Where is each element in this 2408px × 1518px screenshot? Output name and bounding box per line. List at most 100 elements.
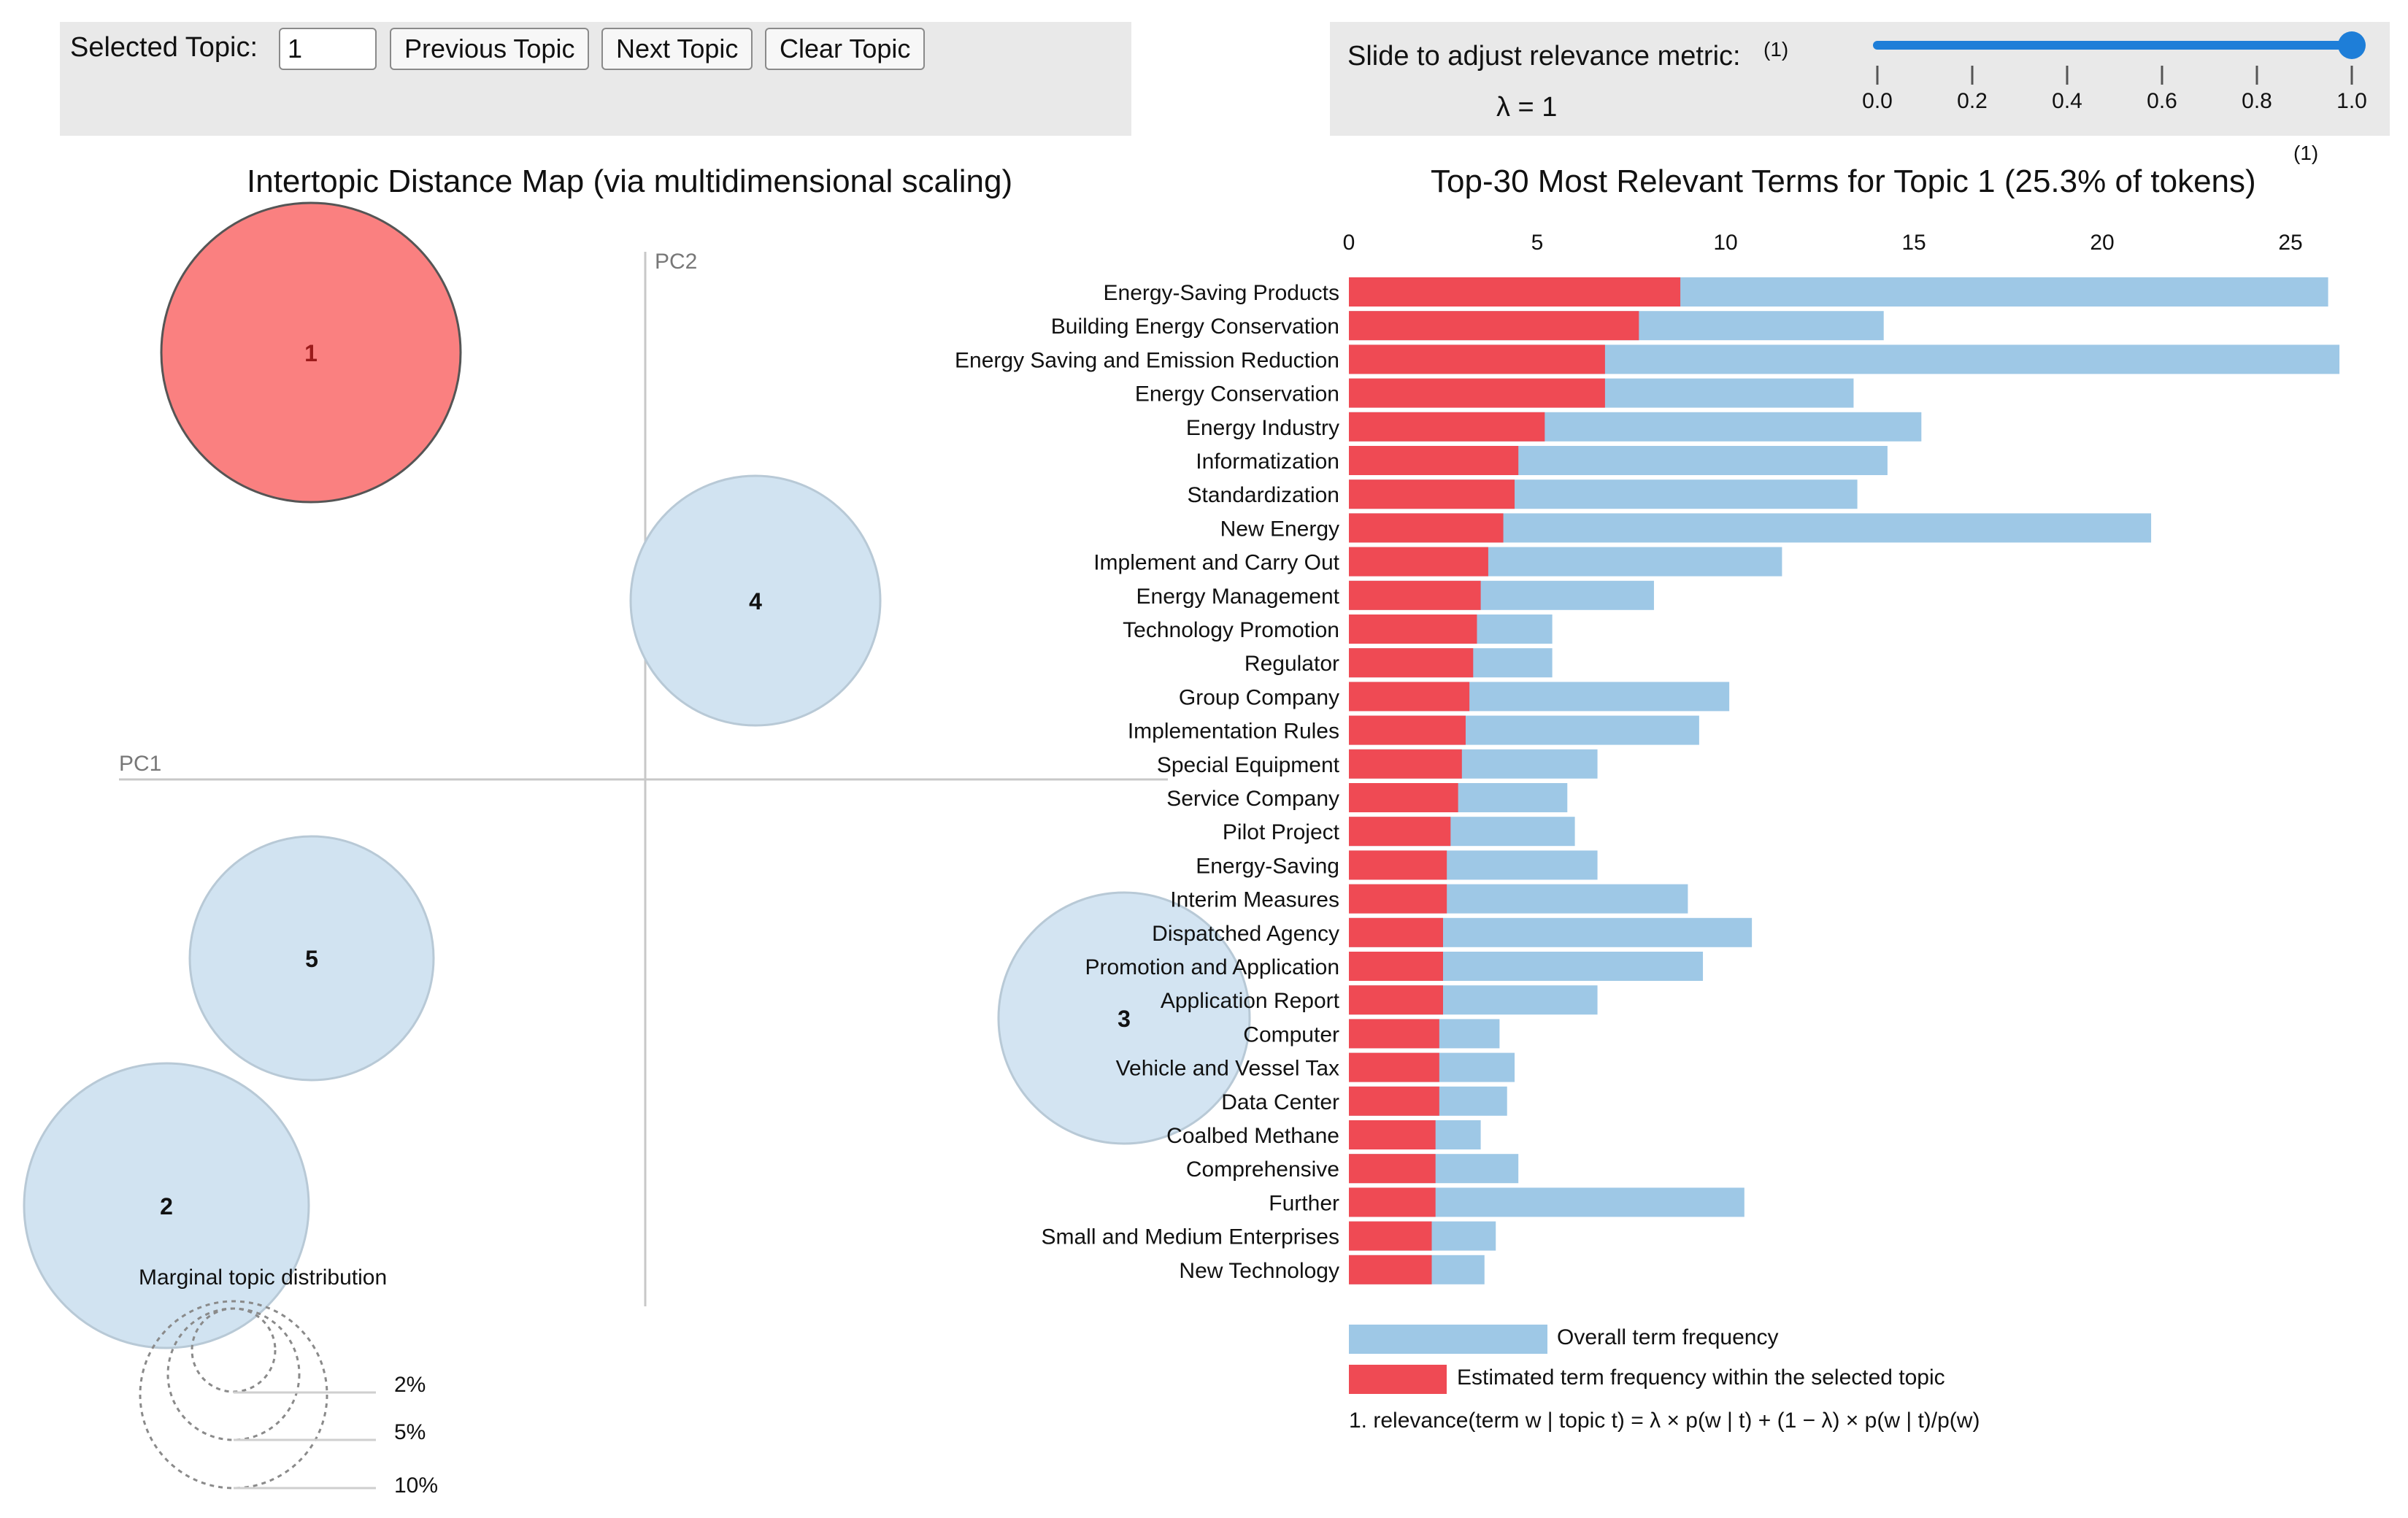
term-label[interactable]: Small and Medium Enterprises [1041,1225,1339,1249]
topic-bar[interactable] [1349,850,1447,880]
term-label[interactable]: Dispatched Agency [1152,922,1339,946]
topic-bar[interactable] [1349,783,1458,812]
topic-frequency-bars [1349,277,1681,1284]
bar-title-footnote-mark: (1) [2293,142,2319,164]
relevance-footnote-mark: (1) [1763,38,1789,61]
term-label[interactable]: Group Company [1179,685,1339,709]
topic-bar[interactable] [1349,817,1451,847]
selected-topic-label: Selected Topic: [70,32,258,63]
term-label[interactable]: Further [1269,1191,1339,1215]
term-label[interactable]: Regulator [1245,652,1339,676]
relevance-slider-label: Slide to adjust relevance metric: [1347,41,1741,72]
next-topic-button[interactable]: Next Topic [601,28,753,70]
topic-bar[interactable] [1349,378,1605,408]
topic-circle-2[interactable]: 2 [23,1062,310,1349]
term-label[interactable]: New Energy [1220,517,1339,541]
slider-tick-label: 0.8 [2242,89,2272,113]
topic-bar[interactable] [1349,1154,1436,1184]
term-label[interactable]: New Technology [1179,1259,1339,1283]
topic-bar[interactable] [1349,412,1545,442]
marginal-distribution-title: Marginal topic distribution [139,1265,387,1290]
x-tick-label: 15 [1901,231,1926,255]
x-tick-label: 10 [1713,231,1737,255]
topic-bar[interactable] [1349,580,1481,610]
topic-bar[interactable] [1349,682,1470,712]
term-label[interactable]: Informatization [1196,450,1339,474]
term-label[interactable]: Energy Conservation [1135,382,1339,407]
topic-bar[interactable] [1349,1019,1439,1049]
term-label[interactable]: Pilot Project [1223,820,1340,844]
term-label[interactable]: Data Center [1221,1090,1339,1114]
term-label[interactable]: Service Company [1166,787,1339,811]
topic-bar[interactable] [1349,344,1605,374]
topic-bar[interactable] [1349,952,1443,981]
topic-bar[interactable] [1349,446,1519,475]
topic-bar[interactable] [1349,749,1462,779]
x-tick-label: 5 [1531,231,1544,255]
topic-bar[interactable] [1349,1052,1439,1082]
topic-circle-4[interactable]: 4 [629,474,882,727]
term-label[interactable]: Energy-Saving [1196,854,1339,878]
term-label[interactable]: Building Energy Conservation [1051,315,1339,339]
term-label[interactable]: Special Equipment [1157,753,1340,777]
slider-thumb[interactable] [2338,31,2366,59]
term-label[interactable]: Standardization [1188,483,1339,507]
topic-circle-5-label: 5 [305,946,318,972]
x-axis-ticks: 0 5 10 15 20 25 [1343,231,2303,255]
term-label[interactable]: Energy Industry [1186,416,1339,440]
marginal-label-2pct: 2% [394,1373,426,1397]
previous-topic-button[interactable]: Previous Topic [390,28,590,70]
lambda-value-text: λ = 1 [1496,92,1558,123]
topic-bar[interactable] [1349,1187,1436,1217]
legend-topic-swatch [1349,1365,1447,1394]
topic-bar[interactable] [1349,985,1443,1015]
slider-tick-label: 0.0 [1862,89,1893,113]
topic-circle-3-label: 3 [1118,1006,1131,1032]
topic-bar[interactable] [1349,884,1447,914]
topic-bar[interactable] [1349,715,1466,745]
topic-circle-3[interactable]: 3 [997,891,1251,1145]
topic-control-panel: Selected Topic: Previous Topic Next Topi… [60,22,1131,136]
marginal-label-10pct: 10% [394,1473,438,1498]
topic-bar[interactable] [1349,1255,1432,1284]
marginal-circle-10pct [139,1300,328,1490]
term-label[interactable]: Promotion and Application [1085,955,1339,979]
topic-bar[interactable] [1349,614,1477,644]
topic-circle-1-selected[interactable]: 1 [160,201,462,504]
relevance-formula-footnote: 1. relevance(term w | topic t) = λ × p(w… [1349,1409,1980,1433]
term-label[interactable]: Vehicle and Vessel Tax [1116,1057,1339,1081]
term-label[interactable]: Computer [1243,1022,1339,1047]
topic-bar[interactable] [1349,1221,1432,1251]
topic-circle-5[interactable]: 5 [188,835,435,1082]
lambda-slider[interactable]: 0.0 0.2 0.4 0.6 0.8 1.0 [0,0,2408,146]
term-label[interactable]: Coalbed Methane [1166,1124,1339,1148]
term-label[interactable]: Application Report [1161,989,1340,1013]
slider-tick-label: 1.0 [2336,89,2367,113]
topic-bar[interactable] [1349,648,1474,678]
legend-overall-label: Overall term frequency [1557,1325,1779,1349]
term-label[interactable]: Energy-Saving Products [1104,281,1340,305]
topic-bar[interactable] [1349,917,1443,947]
term-label[interactable]: Implementation Rules [1128,720,1339,744]
topic-bar[interactable] [1349,1120,1436,1149]
clear-topic-button[interactable]: Clear Topic [765,28,926,70]
topic-circle-2-label: 2 [160,1193,173,1220]
topic-bar[interactable] [1349,277,1681,307]
topic-bar[interactable] [1349,311,1639,341]
marginal-legend-lines [234,1391,376,1490]
legend-overall-swatch [1349,1325,1547,1354]
term-label[interactable]: Energy Saving and Emission Reduction [955,348,1339,372]
topic-bar[interactable] [1349,513,1504,543]
pc2-label: PC2 [655,250,697,274]
selected-topic-input[interactable] [279,28,377,70]
x-tick-label: 25 [2278,231,2302,255]
term-label[interactable]: Comprehensive [1186,1157,1339,1182]
topic-bar[interactable] [1349,547,1488,577]
term-label[interactable]: Implement and Carry Out [1093,551,1339,575]
topic-bar[interactable] [1349,1086,1439,1116]
term-label[interactable]: Interim Measures [1170,888,1339,912]
term-label[interactable]: Technology Promotion [1123,618,1339,642]
x-tick-label: 20 [2090,231,2114,255]
topic-bar[interactable] [1349,479,1515,509]
term-label[interactable]: Energy Management [1136,585,1340,609]
